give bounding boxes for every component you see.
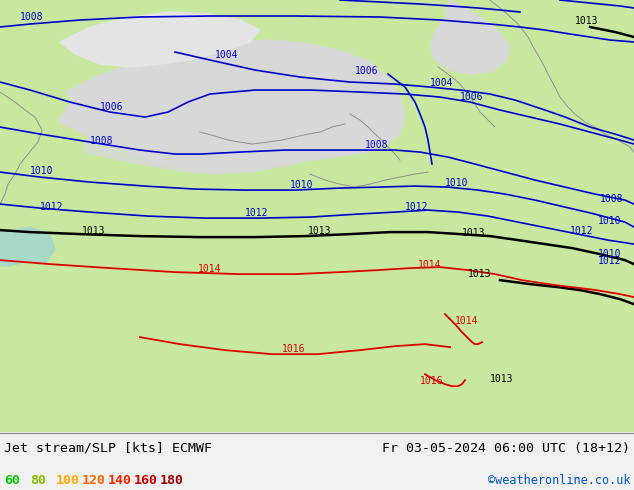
Text: 1012: 1012 (245, 208, 269, 218)
Text: ©weatheronline.co.uk: ©weatheronline.co.uk (488, 473, 630, 487)
Polygon shape (0, 262, 65, 307)
Text: 1016: 1016 (282, 344, 306, 354)
Text: 100: 100 (56, 473, 80, 487)
Text: 1010: 1010 (598, 216, 621, 226)
Text: 120: 120 (82, 473, 106, 487)
Polygon shape (0, 0, 405, 172)
Text: 1012: 1012 (598, 256, 621, 266)
Text: 1008: 1008 (600, 194, 623, 204)
Text: Fr 03-05-2024 06:00 UTC (18+12): Fr 03-05-2024 06:00 UTC (18+12) (382, 441, 630, 455)
Text: 1006: 1006 (100, 102, 124, 112)
Text: 1014: 1014 (455, 316, 479, 326)
Text: 1010: 1010 (290, 180, 313, 190)
Polygon shape (60, 12, 260, 67)
Text: 80: 80 (30, 473, 46, 487)
Text: 1016: 1016 (420, 376, 444, 386)
Text: 1008: 1008 (90, 136, 113, 146)
Text: 1010: 1010 (598, 249, 621, 259)
Text: 1004: 1004 (430, 78, 453, 88)
Text: 1012: 1012 (405, 202, 429, 212)
Text: 60: 60 (4, 473, 20, 487)
Polygon shape (85, 114, 330, 174)
Text: 1013: 1013 (308, 226, 332, 236)
Text: Jet stream/SLP [kts] ECMWF: Jet stream/SLP [kts] ECMWF (4, 441, 212, 455)
Polygon shape (0, 0, 70, 132)
Polygon shape (0, 227, 55, 272)
Text: 1004: 1004 (215, 50, 238, 60)
Text: 1014: 1014 (198, 264, 221, 274)
Text: 1012: 1012 (562, 0, 586, 2)
Text: 1014: 1014 (418, 260, 441, 270)
Text: 1010: 1010 (390, 0, 413, 2)
Text: 1013: 1013 (462, 228, 486, 238)
Text: 1013: 1013 (490, 374, 514, 384)
Text: 1008: 1008 (20, 12, 44, 22)
Text: 1013: 1013 (575, 16, 598, 26)
Text: 180: 180 (160, 473, 184, 487)
Polygon shape (0, 152, 60, 234)
Text: 1012: 1012 (40, 202, 63, 212)
Text: 160: 160 (134, 473, 158, 487)
Text: 1013: 1013 (468, 269, 491, 279)
Text: 1012: 1012 (570, 226, 593, 236)
Text: 1013: 1013 (82, 226, 105, 236)
Text: 1010: 1010 (30, 166, 53, 176)
Text: 1006: 1006 (355, 66, 378, 76)
Text: 1006: 1006 (460, 92, 484, 102)
Polygon shape (430, 0, 510, 74)
Text: 1010: 1010 (445, 178, 469, 188)
Text: 1008: 1008 (365, 140, 389, 150)
Text: 140: 140 (108, 473, 132, 487)
